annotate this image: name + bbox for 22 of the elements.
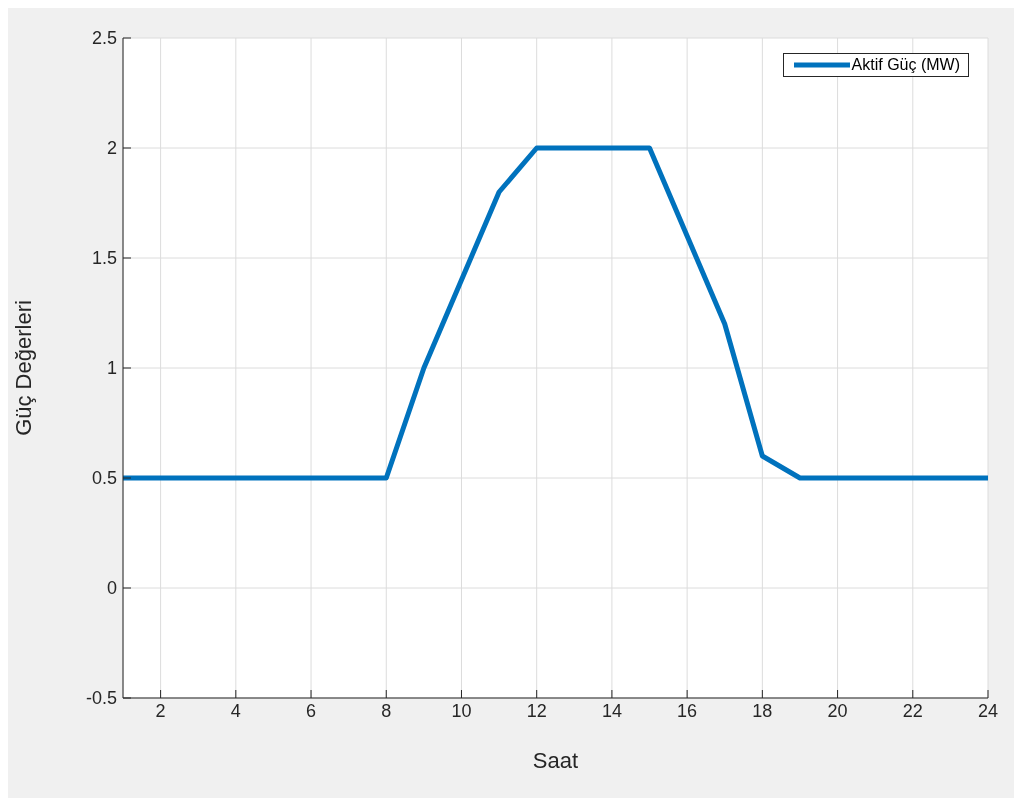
x-tick-label: 2: [155, 700, 166, 721]
x-tick-label: 4: [230, 700, 241, 721]
x-tick-label: 12: [526, 700, 547, 721]
x-tick-label: 20: [827, 700, 848, 721]
x-tick-label: 18: [752, 700, 773, 721]
x-tick-label: 10: [451, 700, 472, 721]
y-tick-label: 2.5: [91, 28, 117, 49]
x-tick-label: 14: [601, 700, 622, 721]
x-tick-label: 24: [977, 700, 999, 721]
x-tick-label: 22: [902, 700, 923, 721]
y-tick-label: 2: [106, 138, 117, 159]
x-axis-title: Saat: [532, 748, 579, 773]
x-tick-label: 6: [306, 700, 317, 721]
y-tick-label: 0.5: [91, 468, 117, 489]
y-axis-title: Güç Değerleri: [10, 300, 36, 436]
x-tick-label: 8: [381, 700, 392, 721]
y-tick-label: -0.5: [85, 688, 117, 709]
x-tick-label: 16: [677, 700, 698, 721]
y-tick-label: 0: [106, 578, 117, 599]
y-tick-label: 1.5: [91, 248, 117, 269]
y-tick-label: 1: [106, 358, 117, 379]
legend-label: Aktif Güç (MW): [851, 56, 960, 74]
